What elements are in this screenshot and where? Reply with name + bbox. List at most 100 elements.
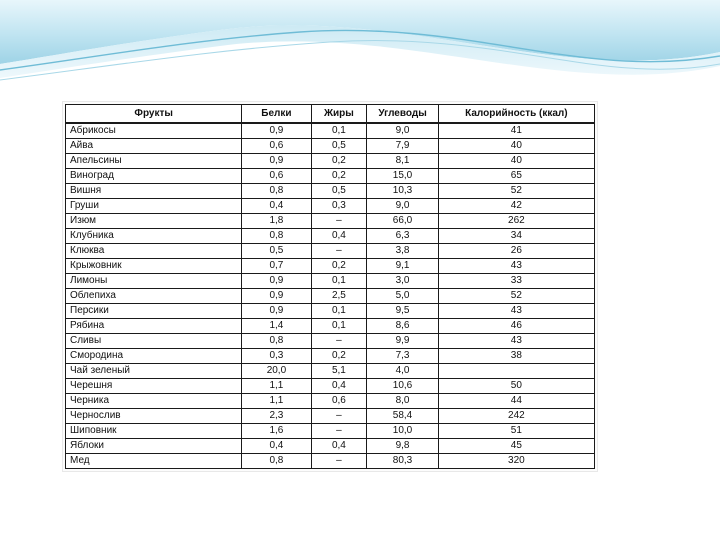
table-row: Черешня 1,1 0,4 10,6 50 bbox=[64, 378, 596, 394]
cell-carbs: 3,0 bbox=[366, 273, 439, 289]
cell-fat: – bbox=[310, 453, 368, 469]
cell-carbs: 9,9 bbox=[366, 333, 439, 349]
table-row: Рябина 1,4 0,1 8,6 46 bbox=[64, 318, 596, 334]
cell-carbs: 58,4 bbox=[366, 408, 439, 424]
table-header-row: Фрукты Белки Жиры Углеводы Калорийность … bbox=[64, 104, 596, 124]
cell-protein: 0,9 bbox=[241, 288, 312, 304]
cell-kcal: 43 bbox=[437, 333, 596, 349]
table-row: Вишня 0,8 0,5 10,3 52 bbox=[64, 183, 596, 199]
cell-carbs: 3,8 bbox=[366, 243, 439, 259]
cell-kcal: 26 bbox=[437, 243, 596, 259]
cell-kcal: 40 bbox=[437, 153, 596, 169]
header-fats: Жиры bbox=[310, 104, 368, 124]
cell-kcal: 43 bbox=[437, 303, 596, 319]
cell-protein: 1,1 bbox=[241, 393, 312, 409]
table-row: Черника 1,1 0,6 8,0 44 bbox=[64, 393, 596, 409]
table-row: Смородина 0,3 0,2 7,3 38 bbox=[64, 348, 596, 364]
table-row: Крыжовник 0,7 0,2 9,1 43 bbox=[64, 258, 596, 274]
cell-kcal: 33 bbox=[437, 273, 596, 289]
cell-protein: 0,9 bbox=[241, 153, 312, 169]
cell-carbs: 8,0 bbox=[366, 393, 439, 409]
cell-fruit-name: Черника bbox=[64, 393, 243, 409]
cell-kcal: 41 bbox=[437, 122, 596, 139]
cell-carbs: 8,6 bbox=[366, 318, 439, 334]
cell-fat: 0,1 bbox=[310, 318, 368, 334]
cell-carbs: 66,0 bbox=[366, 213, 439, 229]
cell-fruit-name: Абрикосы bbox=[64, 122, 243, 139]
cell-carbs: 10,3 bbox=[366, 183, 439, 199]
table-row: Чай зеленый 20,0 5,1 4,0 bbox=[64, 363, 596, 379]
cell-kcal: 44 bbox=[437, 393, 596, 409]
cell-carbs: 80,3 bbox=[366, 453, 439, 469]
cell-fruit-name: Яблоки bbox=[64, 438, 243, 454]
cell-fruit-name: Смородина bbox=[64, 348, 243, 364]
cell-protein: 0,4 bbox=[241, 438, 312, 454]
table-row: Шиповник 1,6 – 10,0 51 bbox=[64, 423, 596, 439]
table-row: Яблоки 0,4 0,4 9,8 45 bbox=[64, 438, 596, 454]
cell-carbs: 9,8 bbox=[366, 438, 439, 454]
table-row: Персики 0,9 0,1 9,5 43 bbox=[64, 303, 596, 319]
cell-protein: 0,9 bbox=[241, 122, 312, 139]
table-row: Клюква 0,5 – 3,8 26 bbox=[64, 243, 596, 259]
cell-fat: 0,1 bbox=[310, 303, 368, 319]
cell-fruit-name: Сливы bbox=[64, 333, 243, 349]
cell-fruit-name: Вишня bbox=[64, 183, 243, 199]
cell-protein: 1,6 bbox=[241, 423, 312, 439]
cell-fruit-name: Шиповник bbox=[64, 423, 243, 439]
cell-protein: 0,9 bbox=[241, 273, 312, 289]
cell-carbs: 9,0 bbox=[366, 122, 439, 139]
header-fruits: Фрукты bbox=[64, 104, 243, 124]
cell-fat: – bbox=[310, 213, 368, 229]
cell-fat: 0,4 bbox=[310, 378, 368, 394]
cell-protein: 2,3 bbox=[241, 408, 312, 424]
cell-protein: 0,8 bbox=[241, 183, 312, 199]
cell-fruit-name: Мед bbox=[64, 453, 243, 469]
cell-fat: 0,4 bbox=[310, 228, 368, 244]
nutrition-table-container: Фрукты Белки Жиры Углеводы Калорийность … bbox=[63, 102, 597, 471]
cell-carbs: 9,5 bbox=[366, 303, 439, 319]
cell-protein: 0,7 bbox=[241, 258, 312, 274]
cell-kcal: 51 bbox=[437, 423, 596, 439]
header-proteins: Белки bbox=[241, 104, 312, 124]
cell-fruit-name: Рябина bbox=[64, 318, 243, 334]
cell-kcal: 262 bbox=[437, 213, 596, 229]
cell-protein: 0,3 bbox=[241, 348, 312, 364]
cell-kcal: 242 bbox=[437, 408, 596, 424]
cell-kcal: 50 bbox=[437, 378, 596, 394]
cell-carbs: 15,0 bbox=[366, 168, 439, 184]
cell-fat: 0,2 bbox=[310, 348, 368, 364]
cell-kcal: 40 bbox=[437, 138, 596, 154]
cell-fruit-name: Айва bbox=[64, 138, 243, 154]
cell-fat: – bbox=[310, 333, 368, 349]
cell-protein: 20,0 bbox=[241, 363, 312, 379]
cell-kcal: 320 bbox=[437, 453, 596, 469]
table-row: Абрикосы 0,9 0,1 9,0 41 bbox=[64, 122, 596, 139]
table-row: Изюм 1,8 – 66,0 262 bbox=[64, 213, 596, 229]
cell-fruit-name: Клюква bbox=[64, 243, 243, 259]
cell-carbs: 7,9 bbox=[366, 138, 439, 154]
cell-fat: 5,1 bbox=[310, 363, 368, 379]
table-row: Груши 0,4 0,3 9,0 42 bbox=[64, 198, 596, 214]
header-carbs: Углеводы bbox=[366, 104, 439, 124]
cell-fat: 0,6 bbox=[310, 393, 368, 409]
cell-fat: 0,5 bbox=[310, 138, 368, 154]
cell-fat: 0,5 bbox=[310, 183, 368, 199]
cell-carbs: 8,1 bbox=[366, 153, 439, 169]
cell-carbs: 5,0 bbox=[366, 288, 439, 304]
cell-kcal: 46 bbox=[437, 318, 596, 334]
cell-carbs: 9,1 bbox=[366, 258, 439, 274]
cell-fruit-name: Груши bbox=[64, 198, 243, 214]
cell-protein: 0,4 bbox=[241, 198, 312, 214]
cell-carbs: 10,0 bbox=[366, 423, 439, 439]
cell-kcal: 34 bbox=[437, 228, 596, 244]
cell-protein: 0,5 bbox=[241, 243, 312, 259]
cell-protein: 0,8 bbox=[241, 228, 312, 244]
cell-fruit-name: Виноград bbox=[64, 168, 243, 184]
cell-carbs: 6,3 bbox=[366, 228, 439, 244]
cell-fruit-name: Крыжовник bbox=[64, 258, 243, 274]
cell-fat: 0,2 bbox=[310, 258, 368, 274]
cell-kcal: 52 bbox=[437, 183, 596, 199]
cell-fat: 0,1 bbox=[310, 122, 368, 139]
cell-kcal: 45 bbox=[437, 438, 596, 454]
